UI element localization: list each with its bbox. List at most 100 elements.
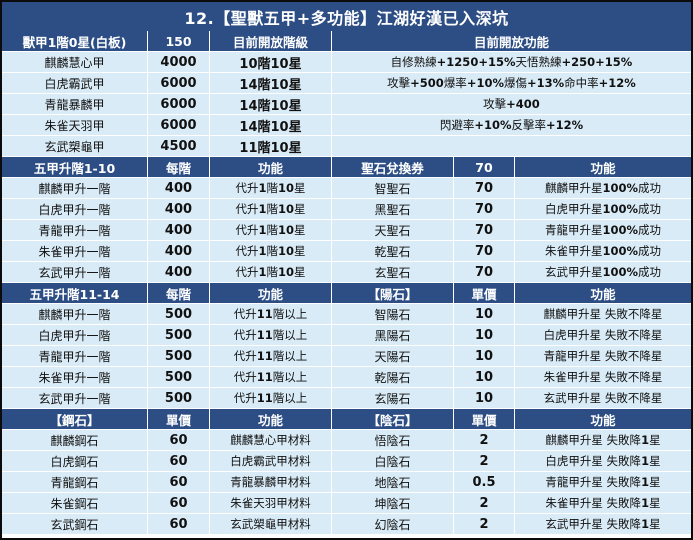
column-header-open-level: 目前開放階級 — [210, 31, 332, 52]
cell-function-2: 白虎甲升星 100% 成功 — [515, 199, 691, 220]
cell-price: 60 — [148, 451, 210, 472]
table-row: 麒麟鋼石 60 麒麟慧心甲材料 悟陰石 2 麒麟甲升星 失敗降 1 星 — [2, 430, 691, 451]
cell-price: 60 — [148, 430, 210, 451]
cell-item-name: 玄武槊龜甲 — [2, 136, 148, 157]
cell-item-name-2: 乾陽石 — [332, 367, 454, 388]
cell-price-2: 10 — [454, 367, 515, 388]
cell-function: 代升 11 階以上 — [210, 367, 332, 388]
cell-function: 青龍暴麟甲材料 — [210, 472, 332, 493]
cell-item-name: 青龍甲升一階 — [2, 346, 148, 367]
table-row: 白虎甲升一階 500 代升 11 階以上 黑陽石 10 白虎甲升星 失敗不降星 — [2, 325, 691, 346]
cell-item-name: 青龍暴麟甲 — [2, 94, 148, 115]
cell-item-name: 玄武甲升一階 — [2, 262, 148, 283]
cell-item-name-2: 天陽石 — [332, 346, 454, 367]
cell-item-name: 白虎甲升一階 — [2, 199, 148, 220]
cell-function-2: 玄武甲升星 失敗不降星 — [515, 388, 691, 409]
cell-price: 400 — [148, 199, 210, 220]
column-header-item-name-2: 【陽石】 — [332, 283, 454, 304]
cell-item-name-2: 黑陽石 — [332, 325, 454, 346]
cell-function: 代升 1 階 10 星 — [210, 220, 332, 241]
table-row: 白虎霸武甲 6000 14階10星 攻擊 +500 爆率 +10% 爆傷 +13% 命中率 +… — [2, 73, 691, 94]
cell-price: 6000 — [148, 94, 210, 115]
cell-item-name: 玄武甲升一階 — [2, 388, 148, 409]
table-row: 白虎甲升一階 400 代升 1 階 10 星黑聖石 70 白虎甲升星 100% 成功 — [2, 199, 691, 220]
cell-function-2: 麒麟甲升星 失敗降 1 星 — [515, 430, 691, 451]
cell-price-2: 0.5 — [454, 472, 515, 493]
cell-price: 60 — [148, 493, 210, 514]
column-header-open-function: 目前開放功能 — [332, 31, 691, 52]
cell-price-2: 2 — [454, 493, 515, 514]
cell-item-name-2: 幻陰石 — [332, 514, 454, 535]
cell-price-2: 70 — [454, 199, 515, 220]
cell-price: 6000 — [148, 115, 210, 136]
table-row: 麒麟慧心甲 4000 10階10星 自修熟練 +1250 +15% 天悟熟練 +250 +15… — [2, 52, 691, 73]
cell-price: 400 — [148, 262, 210, 283]
cell-price: 500 — [148, 388, 210, 409]
cell-item-name: 朱雀甲升一階 — [2, 241, 148, 262]
table-row: 朱雀鋼石 60 朱雀天羽甲材料 坤陰石 2 朱雀甲升星 失敗降 1 星 — [2, 493, 691, 514]
cell-item-name-2: 坤陰石 — [332, 493, 454, 514]
cell-price: 500 — [148, 346, 210, 367]
cell-item-name: 麒麟甲升一階 — [2, 178, 148, 199]
cell-item-name-2: 黑聖石 — [332, 199, 454, 220]
table-row: 青龍鋼石 60 青龍暴麟甲材料 地陰石 0.5 青龍甲升星 失敗降 1 星 — [2, 472, 691, 493]
column-header-function: 功能 — [210, 157, 332, 178]
cell-item-name-2: 玄聖石 — [332, 262, 454, 283]
column-header-price: 單價 — [148, 409, 210, 430]
cell-price: 400 — [148, 220, 210, 241]
cell-item-name: 麒麟慧心甲 — [2, 52, 148, 73]
cell-function: 代升 11 階以上 — [210, 325, 332, 346]
cell-price: 500 — [148, 325, 210, 346]
column-header-price-2: 70 — [454, 157, 515, 178]
cell-function: 代升 11 階以上 — [210, 346, 332, 367]
cell-open-function: 攻擊 +400 — [332, 94, 691, 115]
column-header-item-name-2: 【陰石】 — [332, 409, 454, 430]
cell-price-2: 10 — [454, 325, 515, 346]
cell-function-2: 青龍甲升星 100% 成功 — [515, 220, 691, 241]
cell-price: 60 — [148, 514, 210, 535]
cell-price-2: 2 — [454, 451, 515, 472]
cell-item-name-2: 悟陰石 — [332, 430, 454, 451]
cell-function: 代升 11 階以上 — [210, 388, 332, 409]
column-header-function: 功能 — [210, 409, 332, 430]
table-row: 朱雀天羽甲 6000 14階10星 閃避率 +10% 反擊率 +12% — [2, 115, 691, 136]
cell-price: 500 — [148, 367, 210, 388]
cell-open-function — [332, 136, 691, 157]
cell-function-2: 麒麟甲升星 100% 成功 — [515, 178, 691, 199]
cell-function-2: 麒麟甲升星 失敗不降星 — [515, 304, 691, 325]
cell-item-name: 麒麟鋼石 — [2, 430, 148, 451]
cell-item-name-2: 天聖石 — [332, 220, 454, 241]
column-header-function-2: 功能 — [515, 409, 691, 430]
column-header-function-2: 功能 — [515, 283, 691, 304]
cell-open-level: 11階10星 — [210, 136, 332, 157]
cell-function: 代升 11 階以上 — [210, 304, 332, 325]
table-row: 青龍甲升一階 500 代升 11 階以上 天陽石 10 青龍甲升星 失敗不降星 — [2, 346, 691, 367]
column-header-item-name: 五甲升階1-10 — [2, 157, 148, 178]
cell-price-2: 70 — [454, 241, 515, 262]
cell-price-2: 70 — [454, 220, 515, 241]
cell-item-name: 白虎鋼石 — [2, 451, 148, 472]
cell-function-2: 朱雀甲升星 失敗降 1 星 — [515, 493, 691, 514]
cell-item-name: 青龍鋼石 — [2, 472, 148, 493]
cell-price: 4000 — [148, 52, 210, 73]
cell-item-name: 白虎霸武甲 — [2, 73, 148, 94]
cell-item-name: 青龍甲升一階 — [2, 220, 148, 241]
section4-header-row: 【鋼石】 單價 功能 【陰石】 單價 功能 — [2, 409, 691, 430]
column-header-item-name-2: 聖石兌換券 — [332, 157, 454, 178]
cell-price: 400 — [148, 241, 210, 262]
column-header-price: 每階 — [148, 283, 210, 304]
column-header-price-2: 單價 — [454, 409, 515, 430]
table-row: 玄武甲升一階 400 代升 1 階 10 星玄聖石 70 玄武甲升星 100% 成功 — [2, 262, 691, 283]
cell-price: 6000 — [148, 73, 210, 94]
cell-price: 500 — [148, 304, 210, 325]
cell-price-2: 70 — [454, 178, 515, 199]
cell-item-name-2: 乾聖石 — [332, 241, 454, 262]
cell-item-name: 玄武鋼石 — [2, 514, 148, 535]
cell-open-level: 14階10星 — [210, 73, 332, 94]
cell-function: 代升 1 階 10 星 — [210, 241, 332, 262]
table-row: 青龍暴麟甲 6000 14階10星 攻擊 +400 — [2, 94, 691, 115]
cell-function-2: 朱雀甲升星 失敗不降星 — [515, 367, 691, 388]
column-header-item-name: 【鋼石】 — [2, 409, 148, 430]
cell-function: 代升 1 階 10 星 — [210, 199, 332, 220]
